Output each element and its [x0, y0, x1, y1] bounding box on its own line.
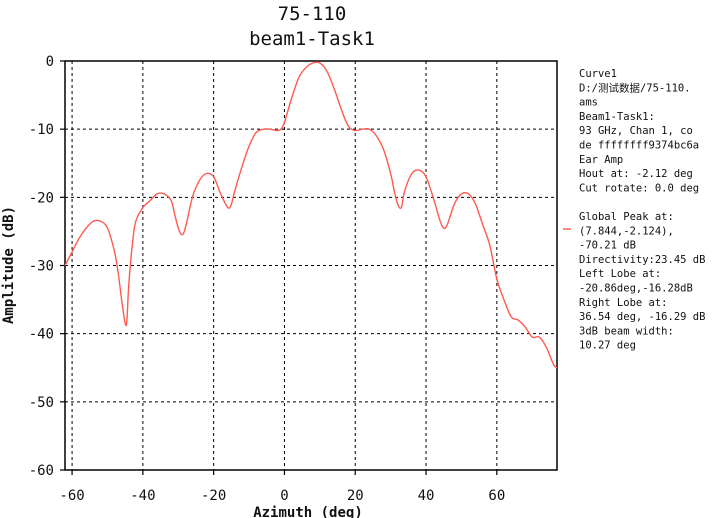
y-axis-ticks: 0 -10 -20 -30 -40 -50 -60 [29, 54, 65, 479]
y-tick-label: -60 [29, 463, 54, 479]
legend-text-line: Directivity:23.45 dB [579, 254, 705, 266]
legend-text-line: ams [579, 97, 598, 109]
chart-subtitle: beam1-Task1 [249, 28, 375, 50]
y-tick-label: -30 [29, 259, 54, 275]
legend-text-line: de ffffffff9374bc6a [579, 140, 699, 152]
x-tick-label: 60 [488, 488, 505, 504]
legend-text-line: 36.54 deg, -16.29 dB [579, 311, 705, 323]
y-tick-label: 0 [46, 54, 54, 70]
y-tick-label: -20 [29, 190, 54, 206]
y-tick-label: -50 [29, 395, 54, 411]
x-tick-label: -20 [201, 488, 226, 504]
legend-text-line: Hout at: -2.12 deg [579, 168, 693, 180]
x-axis-label: Azimuth (deg) [253, 505, 363, 518]
y-tick-label: -40 [29, 327, 54, 343]
x-tick-label: 40 [418, 488, 435, 504]
legend-text-line: Cut rotate: 0.0 deg [579, 182, 699, 194]
legend-text-line: Curve1 [579, 68, 617, 80]
legend-text-line: -20.86deg,-16.28dB [579, 283, 693, 295]
y-tick-label: -10 [29, 122, 54, 138]
x-tick-label: -40 [130, 488, 155, 504]
legend-text-line: (7.844,-2.124), [579, 225, 674, 237]
legend-text-line: Right Lobe at: [579, 297, 668, 309]
x-tick-label: 20 [347, 488, 364, 504]
legend-text-line: Global Peak at: [579, 211, 674, 223]
legend-text-line: Ear Amp [579, 154, 623, 166]
x-axis-ticks: -60 -40 -20 0 20 40 60 [59, 470, 505, 504]
legend-text-line: 10.27 deg [579, 340, 636, 352]
x-tick-label: -60 [59, 488, 84, 504]
legend-text-line: 3dB beam width: [579, 325, 674, 337]
legend-text-line: Left Lobe at: [579, 268, 661, 280]
y-axis-label: Amplitude (dB) [1, 206, 17, 324]
legend-text-line: 93 GHz, Chan 1, co [579, 125, 693, 137]
series-line [64, 61, 558, 369]
series-group [64, 61, 558, 369]
legend-text-line: D:/测试数据/75-110. [579, 81, 691, 94]
legend-text-line: -70.21 dB [579, 240, 636, 252]
x-tick-label: 0 [280, 488, 288, 504]
chart-title: 75-110 [278, 3, 347, 25]
grid-lines [65, 60, 557, 471]
legend-text-line: Beam1-Task1: [579, 111, 655, 123]
